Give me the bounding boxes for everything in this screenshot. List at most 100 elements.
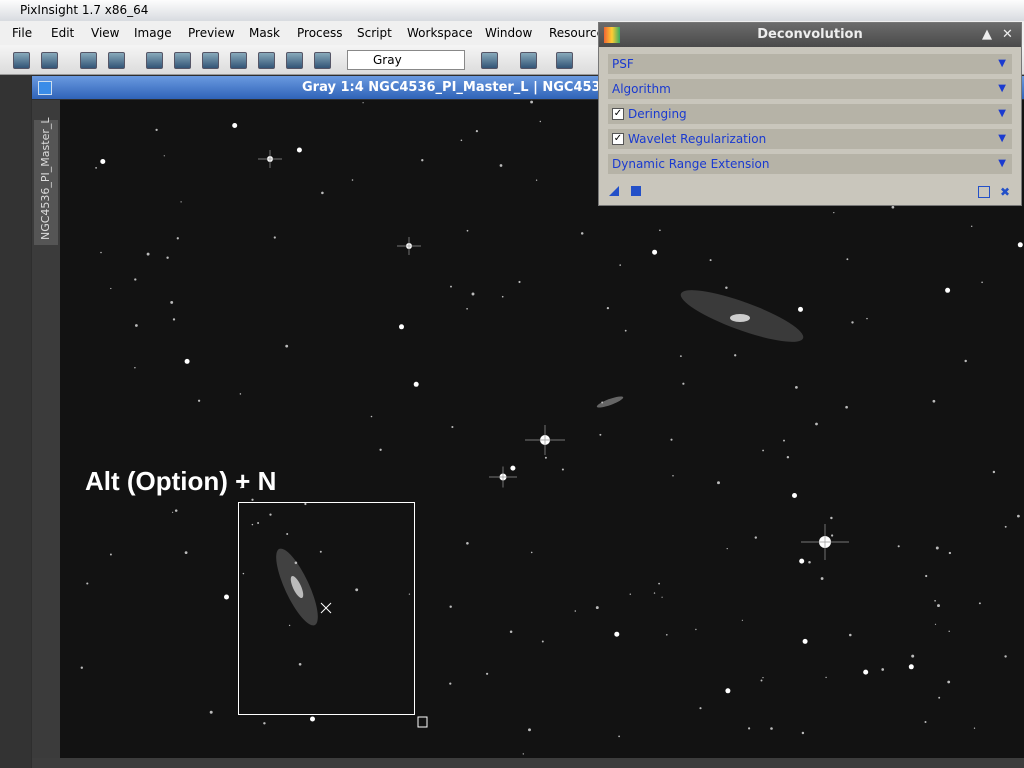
star-spike xyxy=(397,237,421,255)
star xyxy=(947,680,951,684)
dialog-section[interactable]: ✓ Deringing ▼ xyxy=(608,104,1012,124)
shade-button[interactable]: ▲ xyxy=(982,27,992,42)
menu-item[interactable]: Edit xyxy=(51,26,75,40)
expand-arrow[interactable]: ▼ xyxy=(998,83,1006,94)
tool-icon[interactable] xyxy=(258,52,275,69)
menu-item[interactable]: Script xyxy=(357,26,392,40)
star xyxy=(849,633,852,637)
star xyxy=(251,498,254,501)
app-title: PixInsight 1.7 x86_64 xyxy=(20,3,149,17)
expand-arrow[interactable]: ▼ xyxy=(998,133,1006,144)
view-tab[interactable]: NGC4536_PI_Master_L xyxy=(34,118,58,245)
star xyxy=(682,382,685,385)
star xyxy=(285,344,289,348)
star xyxy=(135,324,138,327)
tool-icon[interactable] xyxy=(481,52,498,69)
tool-icon[interactable] xyxy=(146,52,163,69)
star xyxy=(786,455,790,459)
apply-button[interactable] xyxy=(631,186,641,196)
tool-icon[interactable] xyxy=(174,52,191,69)
star xyxy=(310,716,315,722)
star xyxy=(717,481,720,485)
expand-arrow[interactable]: ▼ xyxy=(998,58,1006,69)
tool-icon[interactable] xyxy=(13,52,30,69)
star xyxy=(925,574,928,578)
star xyxy=(251,523,254,526)
star xyxy=(471,292,475,296)
star xyxy=(544,456,547,459)
star xyxy=(379,448,382,451)
star xyxy=(970,225,973,228)
checkbox[interactable]: ✓ xyxy=(612,108,624,120)
menu-item[interactable]: View xyxy=(91,26,120,40)
menu-item[interactable]: Image xyxy=(134,26,172,40)
reset-button[interactable]: ✖ xyxy=(1000,185,1011,199)
new-instance-button[interactable] xyxy=(609,186,619,196)
expand-arrow[interactable]: ▼ xyxy=(998,108,1006,119)
galaxy-core xyxy=(290,575,304,599)
star xyxy=(606,306,610,310)
menu-item[interactable]: Process xyxy=(297,26,343,40)
menu-item[interactable]: Preview xyxy=(188,26,235,40)
star xyxy=(522,753,524,755)
star xyxy=(174,509,178,512)
dialog-section[interactable]: ✓ Wavelet Regularization ▼ xyxy=(608,129,1012,149)
dialog-section[interactable]: PSF ▼ xyxy=(608,54,1012,74)
star xyxy=(619,264,621,266)
tool-icon[interactable] xyxy=(202,52,219,69)
tool-icon[interactable] xyxy=(80,52,97,69)
star xyxy=(802,638,808,644)
close-button[interactable]: ✕ xyxy=(1002,27,1013,42)
star xyxy=(1017,514,1020,518)
doc-button[interactable] xyxy=(978,186,990,198)
dialog-section[interactable]: Dynamic Range Extension ▼ xyxy=(608,154,1012,174)
view-mode-combo[interactable]: Gray xyxy=(347,50,465,70)
tool-icon[interactable] xyxy=(41,52,58,69)
left-panel xyxy=(0,75,31,768)
expand-arrow[interactable]: ▼ xyxy=(998,158,1006,169)
star xyxy=(298,662,302,666)
star xyxy=(224,594,229,600)
dialog-section[interactable]: Algorithm ▼ xyxy=(608,79,1012,99)
star xyxy=(466,307,468,310)
star xyxy=(741,619,744,621)
window-icon xyxy=(38,81,52,95)
tool-icon[interactable] xyxy=(108,52,125,69)
image-view[interactable] xyxy=(60,100,1024,758)
star xyxy=(273,236,276,239)
star xyxy=(770,727,773,730)
preview-rectangle[interactable] xyxy=(238,502,415,715)
star xyxy=(699,707,702,710)
star xyxy=(825,676,827,679)
menu-item[interactable]: Resources xyxy=(549,26,611,40)
star xyxy=(661,596,663,598)
star xyxy=(595,606,599,610)
star xyxy=(934,599,936,602)
deconvolution-dialog: Deconvolution ▲ ✕ ✖ PSF ▼ Algorithm ▼ ✓ Derin… xyxy=(598,22,1022,206)
star xyxy=(580,232,584,235)
star xyxy=(209,710,213,714)
star xyxy=(830,534,834,537)
tool-icon[interactable] xyxy=(314,52,331,69)
star xyxy=(945,287,951,293)
menu-item[interactable]: Workspace xyxy=(407,26,473,40)
menu-item[interactable]: File xyxy=(12,26,33,40)
star xyxy=(762,676,764,679)
menu-item[interactable]: Mask xyxy=(249,26,280,40)
star xyxy=(808,560,811,564)
menu-item[interactable]: Window xyxy=(485,26,533,40)
tool-icon[interactable] xyxy=(520,52,537,69)
star xyxy=(754,536,757,539)
star xyxy=(845,405,848,409)
tool-icon[interactable] xyxy=(556,52,573,69)
star xyxy=(184,358,190,364)
star xyxy=(629,593,632,595)
tool-icon[interactable] xyxy=(286,52,303,69)
star xyxy=(501,295,504,298)
star xyxy=(499,164,503,167)
checkbox[interactable]: ✓ xyxy=(612,133,624,145)
star xyxy=(163,155,165,157)
tool-icon[interactable] xyxy=(230,52,247,69)
star xyxy=(833,211,835,214)
